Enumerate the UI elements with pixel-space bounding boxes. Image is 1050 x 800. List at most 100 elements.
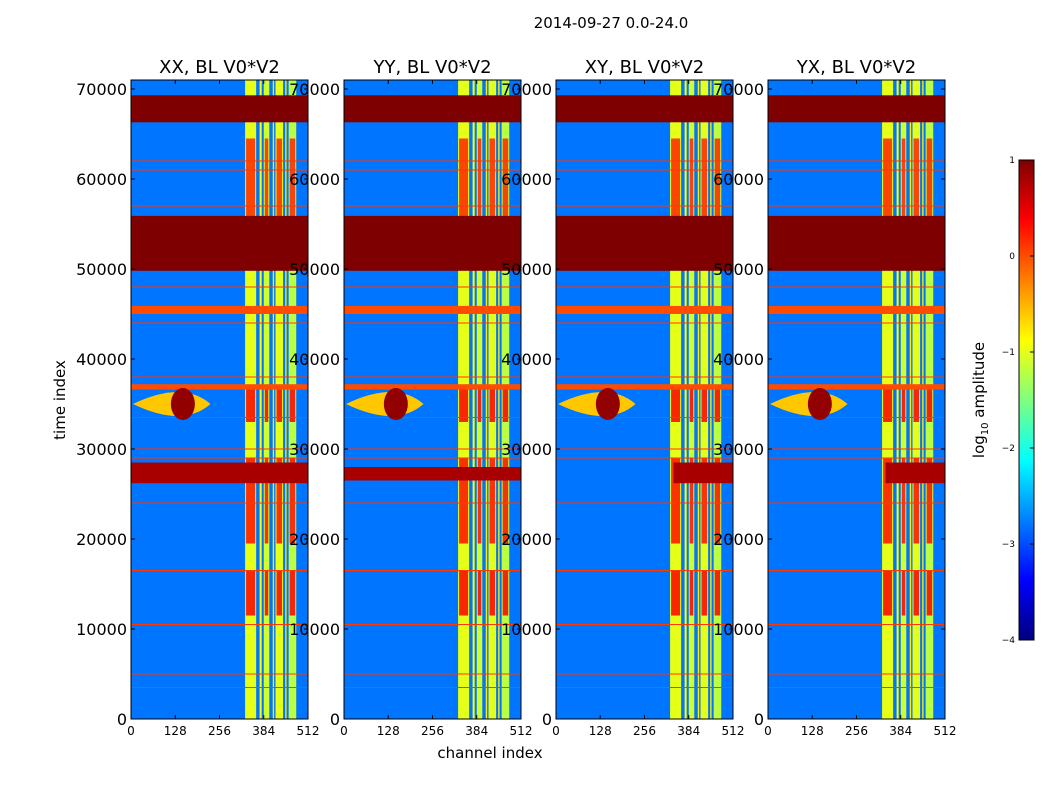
y-tick-label: 70000 — [289, 80, 340, 99]
x-tick-label: 256 — [845, 724, 868, 738]
hot-block — [671, 570, 681, 616]
x-tick-label: 128 — [801, 724, 824, 738]
colorbar-label-main: log — [970, 435, 988, 458]
saturated-row-3 — [344, 305, 521, 314]
x-tick-label: 384 — [677, 724, 700, 738]
x-tick-label: 256 — [421, 724, 444, 738]
hot-block — [913, 138, 920, 217]
rfi-core — [383, 388, 408, 420]
y-tick-label: 40000 — [289, 350, 340, 369]
hot-block — [289, 387, 296, 422]
saturated-row-2 — [768, 215, 945, 271]
colorbar-label-sub: 10 — [980, 422, 991, 435]
channel-band-2 — [896, 80, 899, 719]
y-tick-label: 10000 — [289, 620, 340, 639]
hot-block — [489, 458, 496, 544]
panels: XX, BL V0*V2 0 10000 20000 30000 40000 50000 60… — [76, 57, 956, 738]
hot-block — [477, 458, 482, 544]
hot-block — [701, 138, 708, 217]
x-tick-label: 384 — [889, 724, 912, 738]
y-tick-label: 0 — [542, 710, 552, 729]
x-tick-label: 384 — [465, 724, 488, 738]
channel-band-2 — [259, 80, 262, 719]
colorbar-label-tail: amplitude — [970, 342, 988, 423]
mid-band — [131, 462, 308, 484]
hot-block — [246, 138, 256, 217]
y-tick-label: 10000 — [713, 620, 764, 639]
hot-block — [883, 570, 893, 616]
x-tick-label: 128 — [164, 724, 187, 738]
saturated-row-1 — [344, 95, 521, 123]
x-axis-label: channel index — [437, 744, 542, 762]
hot-block — [276, 570, 283, 616]
hot-block — [289, 138, 296, 217]
panel-title: YX, BL V0*V2 — [796, 57, 916, 78]
colorbar-tick-label: −2 — [1002, 444, 1015, 454]
colorbar-tick-label: −4 — [1002, 636, 1016, 646]
y-tick-label: 40000 — [501, 350, 552, 369]
hot-block — [502, 458, 509, 544]
hot-block — [489, 387, 496, 422]
colorbar-tick-label: 0 — [1009, 252, 1015, 262]
y-tick-label: 40000 — [713, 350, 764, 369]
hot-block — [689, 387, 694, 422]
hot-block — [477, 387, 482, 422]
saturated-row-3 — [131, 305, 308, 314]
y-tick-label: 20000 — [501, 530, 552, 549]
hot-block — [489, 138, 496, 217]
hot-block — [477, 138, 482, 217]
hot-block — [477, 570, 482, 616]
y-tick-label: 50000 — [289, 260, 340, 279]
hot-block — [264, 387, 269, 422]
y-tick-label: 50000 — [501, 260, 552, 279]
y-tick-label: 70000 — [713, 80, 764, 99]
saturated-row-4 — [556, 384, 733, 390]
y-tick-label: 60000 — [713, 170, 764, 189]
channel-band-6 — [710, 80, 712, 719]
hot-block — [901, 138, 906, 217]
x-tick-label: 384 — [252, 724, 275, 738]
hot-block — [671, 458, 681, 544]
hot-block — [701, 570, 708, 616]
y-tick-label: 60000 — [289, 170, 340, 189]
x-tick-label: 512 — [297, 724, 320, 738]
figure-suptitle: 2014-09-27 0.0-24.0 — [534, 14, 689, 32]
hot-block — [276, 458, 283, 544]
y-tick-label: 10000 — [501, 620, 552, 639]
heatmap-body — [344, 80, 521, 719]
mid-band — [885, 462, 945, 484]
x-tick-label: 128 — [589, 724, 612, 738]
channel-band-2 — [684, 80, 687, 719]
hot-block — [926, 458, 933, 544]
hot-block — [913, 458, 920, 544]
x-tick-label: 0 — [127, 724, 135, 738]
hot-block — [289, 458, 296, 544]
x-tick-label: 512 — [510, 724, 533, 738]
hot-block — [714, 138, 721, 217]
panel-2: YY, BL V0*V2 0 10000 20000 30000 40000 50000 60… — [289, 57, 532, 738]
saturated-row-2 — [556, 215, 733, 271]
y-tick-label: 50000 — [76, 260, 127, 279]
hot-block — [671, 138, 681, 217]
y-tick-label: 0 — [330, 710, 340, 729]
colorbar-ticks: 1 0 −1 −2 −3 −4 — [1002, 156, 1034, 646]
y-tick-label: 10000 — [76, 620, 127, 639]
hot-block — [901, 570, 906, 616]
saturated-row-3 — [768, 305, 945, 314]
hot-block — [276, 387, 283, 422]
saturated-row-4 — [768, 384, 945, 390]
y-tick-label: 40000 — [76, 350, 127, 369]
y-tick-label: 30000 — [501, 440, 552, 459]
hot-block — [689, 138, 694, 217]
hot-block — [459, 387, 469, 422]
hot-block — [671, 387, 681, 422]
panel-1: XX, BL V0*V2 0 10000 20000 30000 40000 50000 60… — [76, 57, 319, 738]
x-tick-label: 512 — [722, 724, 745, 738]
hot-block — [502, 138, 509, 217]
hot-block — [246, 458, 256, 544]
hot-block — [289, 570, 296, 616]
hot-block — [502, 387, 509, 422]
heatmap-body — [131, 80, 308, 719]
y-tick-label: 70000 — [76, 80, 127, 99]
